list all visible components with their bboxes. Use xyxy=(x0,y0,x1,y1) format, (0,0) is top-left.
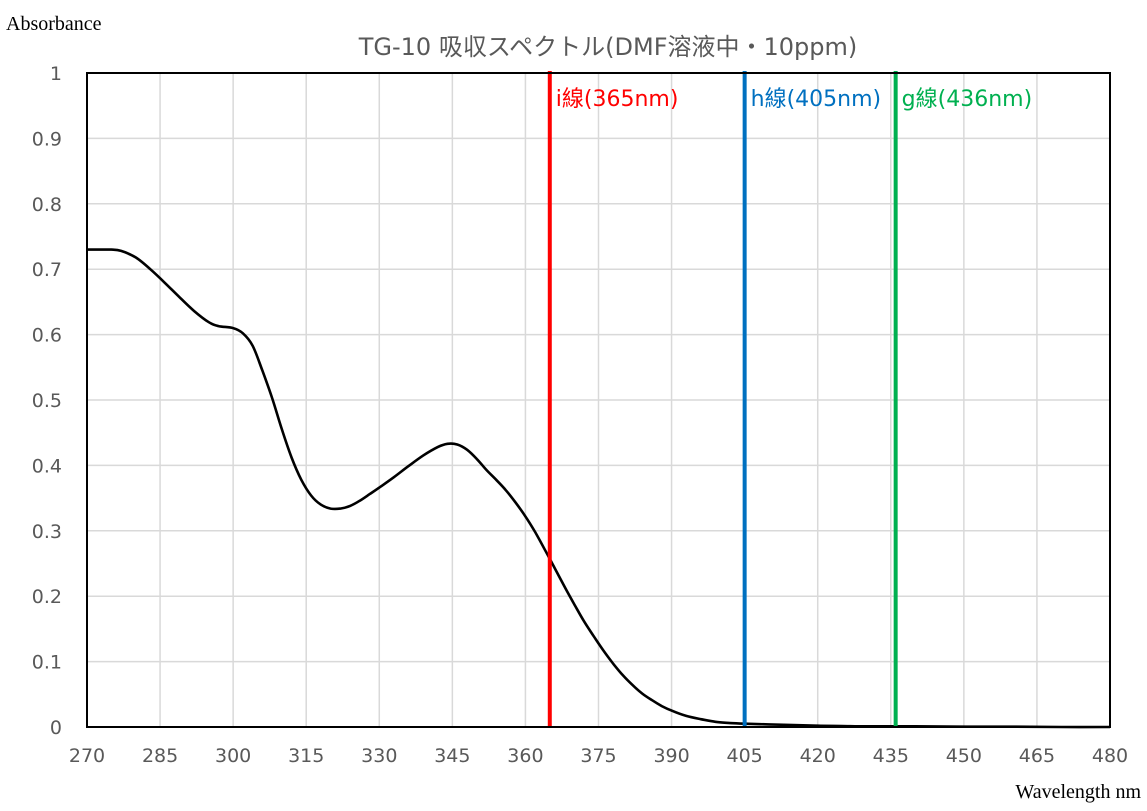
x-tick-label-1: 285 xyxy=(142,745,178,767)
x-tick-label-9: 405 xyxy=(727,745,763,767)
chart-title: TG-10 吸収スペクトル(DMF溶液中・10ppm) xyxy=(358,33,858,61)
curve-layer xyxy=(86,248,1111,729)
y-tick-label-2: 0.2 xyxy=(32,586,62,608)
y-tick-label-0: 0 xyxy=(50,717,62,739)
y-tick-label-3: 0.3 xyxy=(32,521,62,543)
x-tick-label-11: 435 xyxy=(873,745,909,767)
y-tick-label-7: 0.7 xyxy=(32,259,62,281)
x-tick-label-4: 330 xyxy=(361,745,397,767)
x-tick-label-2: 300 xyxy=(215,745,251,767)
y-tick-label-4: 0.4 xyxy=(32,455,62,477)
x-tick-label-13: 465 xyxy=(1019,745,1055,767)
y-tick-label-5: 0.5 xyxy=(32,390,62,412)
x-tick-label-6: 360 xyxy=(507,745,543,767)
grid xyxy=(86,72,1111,728)
marker-label-0: i線(365nm) xyxy=(556,87,679,112)
y-tick-label-9: 0.9 xyxy=(32,128,62,150)
marker-label-2: g線(436nm) xyxy=(902,87,1033,112)
y-axis-label: Absorbance xyxy=(6,13,102,35)
x-tick-label-12: 450 xyxy=(946,745,982,767)
x-axis-label: Wavelength nm xyxy=(1015,781,1141,803)
y-tick-label-1: 0.1 xyxy=(32,652,62,674)
y-tick-label-10: 1 xyxy=(50,63,62,85)
plot-frame xyxy=(86,72,1111,728)
x-tick-label-8: 390 xyxy=(653,745,689,767)
x-tick-label-0: 270 xyxy=(69,745,105,767)
y-tick-labels: 0 0.1 0.2 0.3 0.4 0.5 0.6 0.7 0.8 0.9 1 xyxy=(32,63,62,739)
x-tick-label-10: 420 xyxy=(800,745,836,767)
x-tick-label-3: 315 xyxy=(288,745,324,767)
marker-label-1: h線(405nm) xyxy=(751,87,881,112)
y-tick-label-6: 0.6 xyxy=(32,325,62,347)
absorbance-curve-0 xyxy=(86,248,1111,729)
x-tick-labels: 270 285 300 315 330 345 360 375 390 405 420 435 450 4… xyxy=(69,745,1128,767)
x-tick-label-7: 375 xyxy=(580,745,616,767)
x-tick-label-5: 345 xyxy=(434,745,470,767)
y-tick-label-8: 0.8 xyxy=(32,194,62,216)
marker-layer: i線(365nm) h線(405nm) g線(436nm) xyxy=(547,71,1033,727)
x-tick-label-14: 480 xyxy=(1092,745,1128,767)
